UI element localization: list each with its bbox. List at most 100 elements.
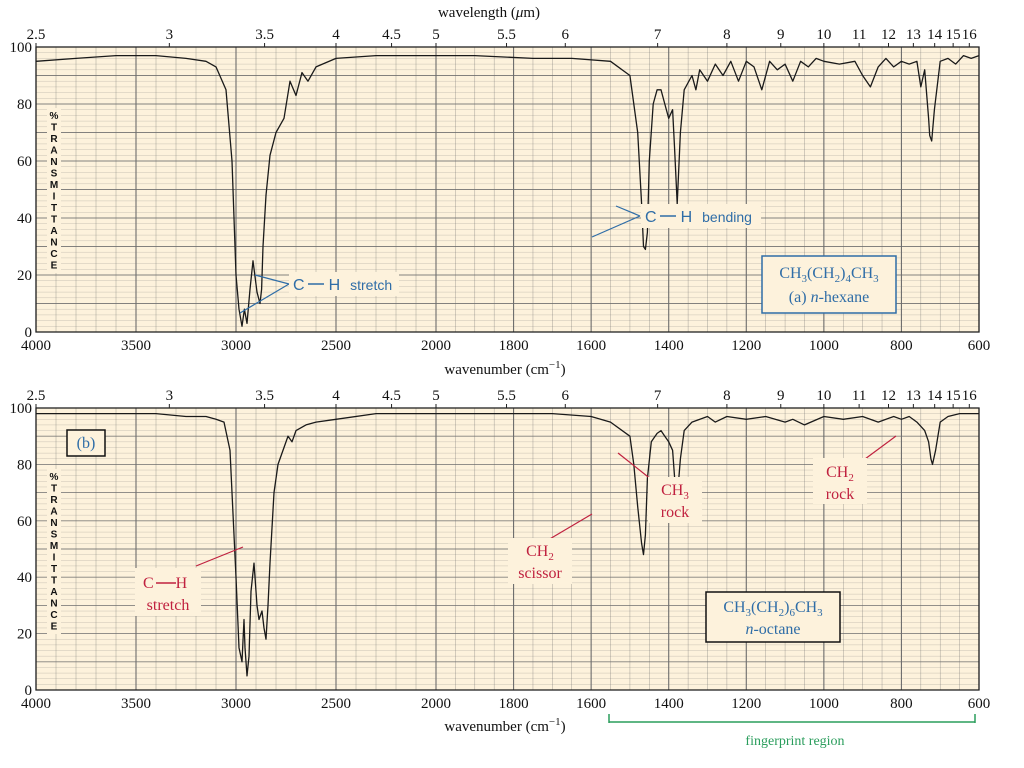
top-tick-label: 8 — [723, 27, 731, 43]
bottom-axis-title-a: wavenumber (cm−1) — [444, 359, 565, 378]
y-tick-label: 40 — [17, 570, 32, 586]
x-tick-label: 1600 — [576, 338, 606, 354]
x-tick-label: 3500 — [121, 338, 151, 354]
top-title-end: m) — [523, 5, 540, 21]
a-ch-h: H — [329, 277, 341, 294]
fingerprint-region-bracket: fingerprint region — [608, 714, 976, 749]
b-ch-h: H — [176, 575, 188, 592]
a-f-3b: 3 — [873, 273, 879, 285]
x-tick-label: 4000 — [21, 696, 51, 712]
b-scissor-bg — [508, 538, 572, 584]
side-label-letter: T — [51, 564, 57, 575]
top-tick-label: 5.5 — [497, 388, 516, 404]
top-tick-label: 8 — [723, 388, 731, 404]
top-tick-label: 9 — [777, 27, 785, 43]
top-tick-label: 3 — [166, 388, 174, 404]
top-tick-label: 11 — [852, 27, 866, 43]
top-title-mu: μ — [515, 5, 524, 21]
b-name-n: n — [745, 621, 753, 638]
top-tick-label: 13 — [906, 27, 921, 43]
y-tick-label: 80 — [17, 457, 32, 473]
top-title-part: wavelength ( — [438, 5, 516, 21]
side-label-letter: % — [50, 111, 59, 122]
side-label-letter: R — [50, 134, 58, 145]
wn-a-text: wavenumber (cm — [444, 362, 549, 378]
panel-b-octane: 0 20 40 60 80 100 4000 3500 3000 2500 2000 1800 1600… — [10, 388, 991, 712]
bottom-axis-title-b: wavenumber (cm−1) — [444, 716, 565, 735]
b-ch3-rock-bg — [648, 477, 702, 523]
x-tick-label: 3000 — [221, 696, 251, 712]
side-label-letter: T — [51, 203, 57, 214]
x-tick-label: 3500 — [121, 696, 151, 712]
a-f-2: 2 — [835, 273, 841, 285]
top-tick-label: 5 — [432, 388, 440, 404]
y-tick-label: 0 — [25, 325, 33, 341]
y-tick-label: 100 — [10, 401, 33, 417]
b-compound-box: CH3(CH2)6CH3 n-octane — [705, 591, 841, 643]
x-tick-label: 2000 — [421, 338, 451, 354]
b-ch3-rock-formula: CH3 — [661, 482, 689, 502]
a-name-n: n — [811, 289, 819, 306]
y-tick-label: 20 — [17, 268, 32, 284]
side-label-letter: T — [51, 576, 57, 587]
side-label-letter: N — [50, 518, 57, 529]
a-name-prefix: (a) — [789, 289, 811, 306]
top-tick-label: 6 — [562, 388, 570, 404]
wn-b-text: wavenumber (cm — [444, 719, 549, 735]
x-tick-label: 1600 — [576, 696, 606, 712]
side-label-letter: T — [51, 123, 57, 134]
top-tick-label: 14 — [927, 27, 943, 43]
top-tick-label: 10 — [816, 27, 831, 43]
y-tick-label: 0 — [25, 683, 33, 699]
b-f-3b: 3 — [817, 607, 823, 619]
side-label-letter: E — [51, 261, 58, 272]
top-tick-label: 15 — [946, 388, 961, 404]
a-f-mid: (CH — [807, 265, 835, 282]
side-label-letter: I — [53, 553, 56, 564]
side-label-letter: A — [50, 146, 57, 157]
side-label-bg — [47, 469, 61, 634]
side-label-bg — [47, 108, 61, 273]
top-tick-label: 13 — [906, 388, 921, 404]
b-ch2-scissor-annotation: CH2 scissor — [508, 513, 593, 584]
b-ch2-rock-bg — [813, 458, 867, 504]
side-label-letter: % — [50, 472, 59, 483]
x-tick-label: 600 — [968, 338, 991, 354]
top-tick-label: 6 — [562, 27, 570, 43]
b-ch2r-ch: CH — [826, 464, 849, 481]
side-label-letter: N — [50, 238, 57, 249]
y-tick-label: 40 — [17, 211, 32, 227]
spectrum-trace — [35, 54, 980, 327]
side-label-letter: A — [50, 507, 57, 518]
wn-a-end: ) — [561, 362, 566, 378]
x-tick-label: 600 — [968, 696, 991, 712]
top-tick-label: 10 — [816, 388, 831, 404]
a-compound-formula: CH3(CH2)4CH3 — [779, 265, 879, 285]
side-label-letter: E — [51, 622, 58, 633]
a-ch-bending-leader-1 — [591, 215, 641, 238]
side-label-letter: M — [50, 180, 58, 191]
b-ch3-rock-word: rock — [661, 504, 689, 521]
a-chb-c: C — [645, 209, 657, 226]
b-scissor-sub: 2 — [548, 551, 554, 563]
b-f-mid: (CH — [751, 599, 779, 616]
a-compound-box: CH3(CH2)4CH3 (a) n-hexane — [761, 255, 897, 314]
a-ch-stretch-bg — [289, 272, 399, 296]
wn-a-sup: −1 — [549, 359, 561, 371]
a-compound-frame — [761, 255, 897, 314]
x-tick-label: 1200 — [731, 338, 761, 354]
a-ch-stretch-leader-2 — [254, 274, 290, 285]
plot-frame — [35, 46, 980, 333]
top-tick-label: 15 — [946, 27, 961, 43]
b-panel-label-text: (b) — [77, 435, 96, 452]
b-ch3-sub: 3 — [683, 490, 689, 502]
a-ch-bending-leader-2 — [615, 205, 641, 217]
y-tick-label: 100 — [10, 40, 33, 56]
b-compound-name: n-octane — [745, 621, 800, 638]
side-label-letter: N — [50, 157, 57, 168]
a-f-ch2: CH — [851, 265, 874, 282]
